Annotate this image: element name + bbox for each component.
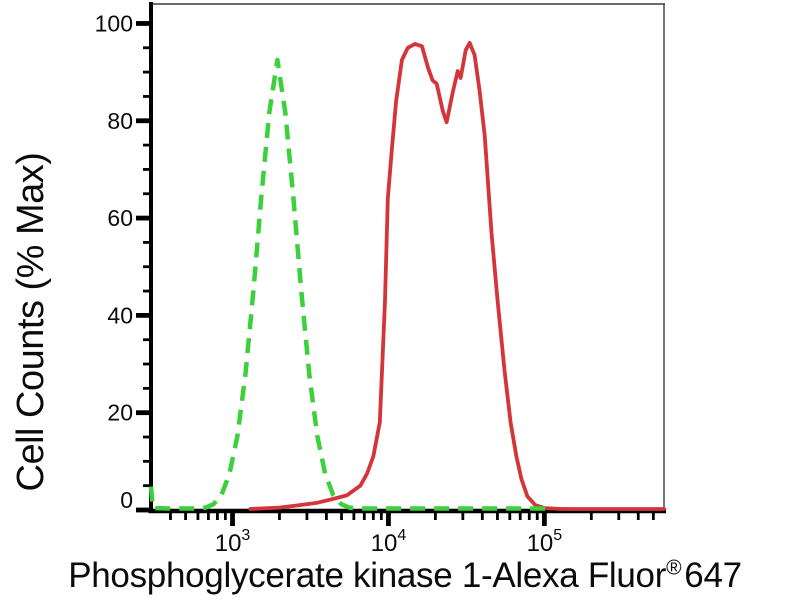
x-axis-title-number: 647 <box>684 556 742 595</box>
y-axis-tick-label: 60 <box>107 205 133 231</box>
y-axis-tick-label: 0 <box>120 487 133 513</box>
x-axis-title: Phosphoglycerate kinase 1-Alexa Fluor®64… <box>68 556 742 596</box>
registered-trademark-icon: ® <box>666 556 682 580</box>
green-histogram-curve <box>148 57 551 511</box>
y-axis-title: Cell Counts (% Max) <box>10 152 52 492</box>
x-axis-tick-label: 104 <box>371 527 407 557</box>
y-axis-tick-label: 100 <box>95 10 133 36</box>
y-axis-tick-label: 20 <box>107 400 133 426</box>
x-axis-tick-label: 103 <box>215 527 251 557</box>
y-axis-tick-label: 80 <box>107 108 133 134</box>
x-axis-tick-label: 105 <box>527 527 563 557</box>
y-axis-tick-label: 40 <box>107 302 133 328</box>
x-axis-title-text: Phosphoglycerate kinase 1-Alexa Fluor <box>68 556 667 595</box>
red-histogram-curve <box>248 41 666 511</box>
